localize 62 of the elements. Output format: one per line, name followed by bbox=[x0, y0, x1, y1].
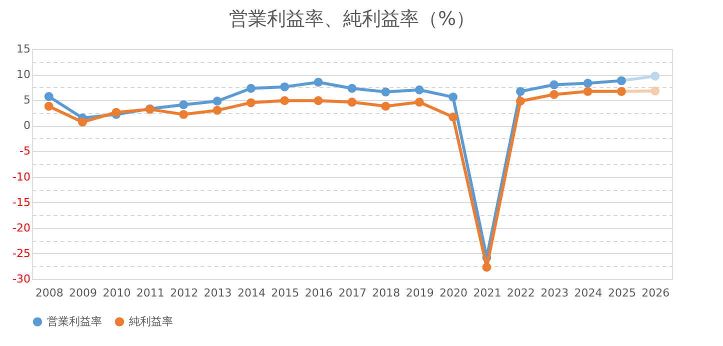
x-tick-label: 2012 bbox=[170, 286, 198, 300]
point bbox=[414, 98, 424, 107]
x-tick-label: 2021 bbox=[473, 286, 502, 300]
legend-label: 純利益率 bbox=[129, 314, 173, 328]
point bbox=[348, 98, 356, 107]
y-tick-label: -30 bbox=[12, 272, 30, 286]
y-tick-label: 15 bbox=[16, 42, 30, 56]
point bbox=[280, 82, 290, 92]
y-tick-label: -25 bbox=[12, 246, 30, 260]
point bbox=[448, 112, 458, 122]
point bbox=[212, 106, 222, 115]
point bbox=[516, 96, 525, 106]
y-tick-label: 10 bbox=[16, 68, 30, 82]
point bbox=[179, 110, 188, 119]
point bbox=[650, 72, 660, 81]
point bbox=[414, 85, 424, 94]
x-tick-label: 2018 bbox=[372, 286, 400, 300]
point bbox=[280, 96, 290, 106]
point bbox=[179, 100, 188, 110]
x-tick-label: 2008 bbox=[35, 286, 64, 300]
y-tick-label: -10 bbox=[12, 170, 30, 184]
point bbox=[448, 92, 458, 102]
point bbox=[314, 78, 323, 87]
point bbox=[516, 86, 525, 96]
x-tick-label: 2023 bbox=[540, 286, 569, 300]
x-tick-label: 2014 bbox=[237, 286, 266, 300]
point bbox=[550, 90, 559, 99]
x-tick-label: 2010 bbox=[102, 286, 131, 300]
x-tick-label: 2015 bbox=[271, 286, 300, 300]
x-tick-label: 2026 bbox=[642, 286, 670, 300]
legend-label: 営業利益率 bbox=[47, 314, 102, 328]
chart-title: 営業利益率、純利益率（%） bbox=[228, 8, 476, 30]
point bbox=[381, 87, 390, 96]
x-tick-label: 2009 bbox=[69, 286, 98, 300]
x-tick-label: 2022 bbox=[506, 286, 535, 300]
x-tick-label: 2024 bbox=[574, 286, 602, 300]
point bbox=[44, 92, 54, 101]
x-tick-label: 2016 bbox=[304, 286, 333, 300]
point bbox=[78, 118, 87, 127]
point bbox=[44, 102, 54, 111]
x-tick-label: 2019 bbox=[406, 286, 434, 300]
y-tick-label: -5 bbox=[20, 144, 30, 158]
point bbox=[348, 84, 356, 93]
x-tick-label: 2025 bbox=[608, 286, 636, 300]
x-tick-label: 2020 bbox=[440, 286, 468, 300]
point bbox=[246, 84, 256, 93]
point bbox=[212, 96, 222, 106]
y-tick-label: -15 bbox=[12, 196, 30, 209]
point bbox=[583, 86, 592, 96]
point bbox=[246, 98, 256, 108]
y-tick-label: -20 bbox=[12, 221, 30, 234]
point bbox=[583, 78, 592, 88]
x-tick-label: 2017 bbox=[338, 286, 366, 300]
x-tick-label: 2013 bbox=[204, 286, 232, 300]
point bbox=[314, 96, 323, 106]
y-tick-label: 0 bbox=[24, 119, 30, 132]
y-tick-label: 5 bbox=[24, 94, 30, 107]
point bbox=[482, 262, 492, 272]
point bbox=[650, 86, 660, 96]
x-tick-label: 2011 bbox=[136, 286, 164, 300]
point bbox=[381, 102, 390, 111]
point bbox=[550, 80, 559, 90]
